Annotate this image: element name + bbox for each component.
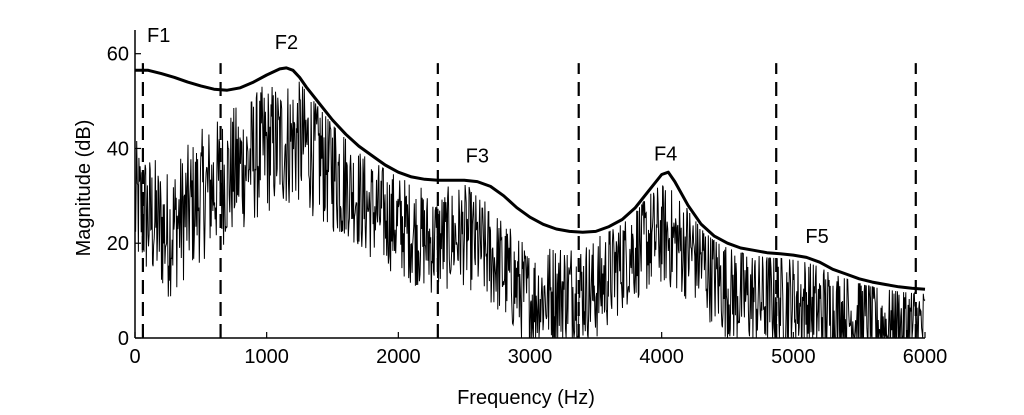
x-tick-label: 0 — [129, 346, 140, 368]
formant-label-f1: F1 — [147, 25, 170, 47]
formant-label-f4: F4 — [654, 143, 677, 165]
x-axis-label: Frequency (Hz) — [457, 387, 595, 409]
y-axis-label: Magnitude (dB) — [73, 120, 95, 257]
y-tick-label: 20 — [107, 233, 129, 255]
y-tick-label: 40 — [107, 138, 129, 160]
formant-label-f3: F3 — [466, 146, 489, 168]
plot-area — [134, 63, 926, 339]
x-tick-label: 6000 — [903, 346, 948, 368]
y-tick-label: 60 — [107, 44, 129, 66]
x-tick-label: 3000 — [508, 346, 553, 368]
axes: 0 1000 2000 3000 4000 5000 6000 0 20 40 60 — [107, 30, 948, 368]
formant-label-f2: F2 — [275, 32, 298, 54]
x-tick-label: 2000 — [376, 346, 421, 368]
envelope-line — [135, 66, 926, 291]
formant-label-f5: F5 — [805, 226, 828, 248]
x-tick-label: 1000 — [244, 346, 289, 368]
spectrum-line — [134, 81, 926, 339]
x-tick-label: 5000 — [771, 346, 816, 368]
x-tick-label: 4000 — [639, 346, 684, 368]
y-tick-label: 0 — [118, 328, 129, 350]
formant-labels: F1 F2 F3 F4 F5 — [147, 25, 829, 248]
